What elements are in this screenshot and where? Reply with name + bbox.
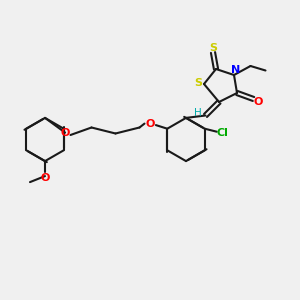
Text: O: O	[146, 118, 155, 129]
Text: O: O	[253, 97, 263, 107]
Text: O: O	[60, 128, 70, 138]
Text: S: S	[209, 43, 217, 53]
Text: N: N	[231, 64, 240, 75]
Text: O: O	[40, 172, 50, 183]
Text: Cl: Cl	[217, 128, 229, 138]
Text: S: S	[195, 77, 203, 88]
Text: H: H	[194, 107, 202, 118]
